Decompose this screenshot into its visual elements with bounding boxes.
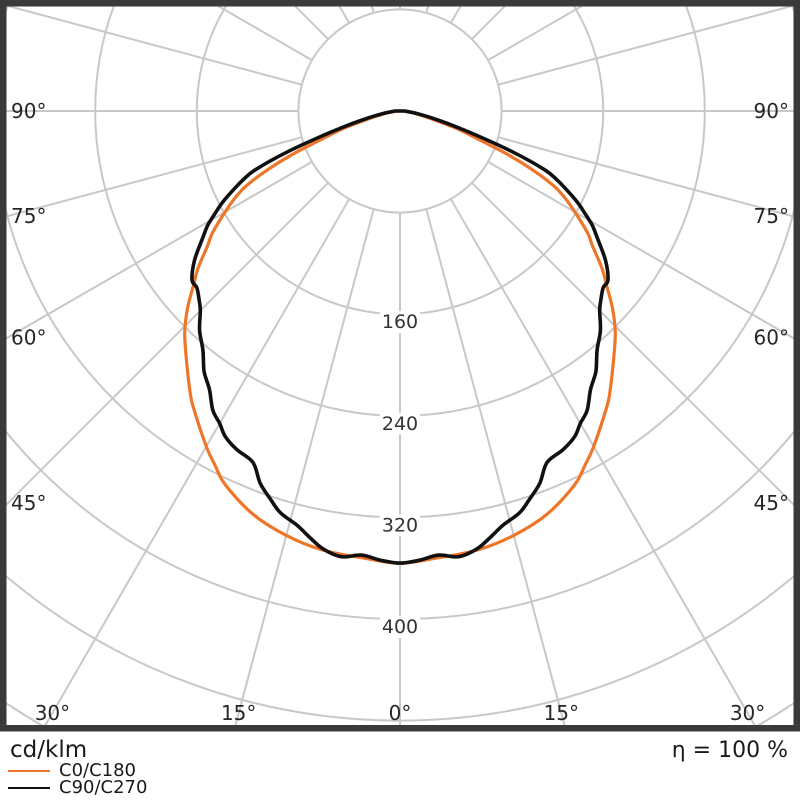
radial-tick-label-400: 400 bbox=[382, 616, 418, 638]
legend-item-c90-c270: C90/C270 bbox=[8, 779, 147, 797]
radial-tick-label-160: 160 bbox=[382, 311, 418, 333]
grid-spoke-30 bbox=[449, 198, 756, 726]
legend-label-c90-c270: C90/C270 bbox=[59, 777, 148, 798]
radial-tick-label-240: 240 bbox=[382, 413, 418, 435]
angle-label-bottom-15: 15° bbox=[544, 701, 579, 725]
grid-spoke-345 bbox=[234, 208, 375, 726]
radial-tick-bg bbox=[379, 412, 421, 435]
radial-tick-labels: 160 240 320 400 bbox=[379, 311, 421, 638]
angle-label-bottom--30: 30° bbox=[35, 701, 70, 725]
grid-spoke-285 bbox=[6, 136, 303, 218]
angle-label-left-45: 45° bbox=[11, 491, 46, 515]
legend-line-c90-c270-icon bbox=[8, 787, 50, 789]
grid-spoke-315 bbox=[6, 182, 329, 506]
angle-label-left-75: 75° bbox=[11, 204, 46, 228]
plot-frame bbox=[0, 0, 800, 732]
angle-label-right-90: 90° bbox=[754, 99, 789, 123]
grid-spoke-45 bbox=[471, 182, 794, 506]
angle-label-right-45: 45° bbox=[754, 491, 789, 515]
grid-spoke-255 bbox=[6, 6, 303, 86]
angle-label-bottom--15: 15° bbox=[221, 701, 256, 725]
unit-label: cd/klm bbox=[10, 737, 88, 763]
angle-label-left-90: 90° bbox=[11, 99, 46, 123]
angle-label-right-75: 75° bbox=[754, 204, 789, 228]
angle-label-left-60: 60° bbox=[11, 325, 46, 349]
grid-spoke-240 bbox=[217, 6, 313, 62]
curve-c90-c270 bbox=[190, 109, 610, 565]
angle-label-bottom-30: 30° bbox=[730, 701, 765, 725]
angle-tick-labels: 90° 75° 60° 45° 90° 75° 60° 45° 30° 15° 0° 15° 30° bbox=[11, 99, 789, 725]
grid-spoke-300 bbox=[6, 160, 313, 340]
angle-label-right-60: 60° bbox=[754, 325, 789, 349]
radial-tick-bg bbox=[379, 311, 421, 334]
radial-tick-label-320: 320 bbox=[382, 514, 418, 536]
legend-label-c0-c180: C0/C180 bbox=[59, 760, 137, 781]
legend-item-c0-c180: C0/C180 bbox=[8, 762, 136, 780]
grid-spoke-330 bbox=[44, 198, 351, 726]
legend-line-c0-c180-icon bbox=[8, 770, 50, 772]
angle-label-bottom-0: 0° bbox=[389, 701, 412, 725]
radial-tick-bg bbox=[379, 514, 421, 537]
light-output-ratio-label: η = 100 % bbox=[671, 738, 788, 763]
grid-spoke-15 bbox=[425, 208, 566, 726]
radial-tick-bg bbox=[379, 616, 421, 638]
grid-spoke-105 bbox=[497, 6, 794, 86]
grid-spoke-75 bbox=[497, 136, 794, 218]
grid-spoke-120 bbox=[487, 6, 583, 62]
